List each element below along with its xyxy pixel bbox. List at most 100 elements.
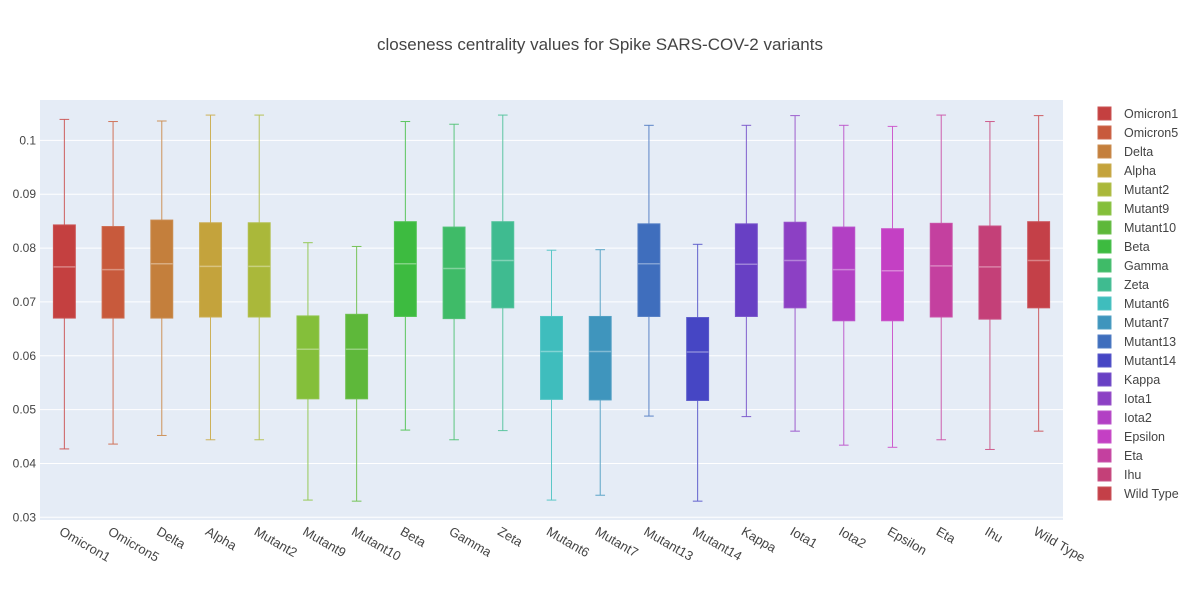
legend[interactable]: Omicron1 Omicron5 Delta Alpha Mutant2 Mutant9…	[1097, 106, 1179, 501]
x-tick-label: Mutant6	[544, 524, 592, 560]
legend-item-epsilon[interactable]: Epsilon	[1097, 429, 1165, 444]
x-tick-label: Delta	[154, 524, 188, 553]
box-mutant2[interactable]	[247, 114, 271, 441]
x-tick-label: Mutant14	[690, 524, 744, 564]
box-iqr	[101, 226, 125, 319]
legend-item-omicron5[interactable]: Omicron5	[1097, 125, 1178, 140]
legend-label: Delta	[1124, 145, 1153, 159]
legend-label: Mutant13	[1124, 335, 1176, 349]
legend-swatch	[1097, 220, 1112, 235]
box-alpha[interactable]	[199, 114, 222, 441]
box-eta[interactable]	[929, 114, 953, 441]
box-iqr	[247, 222, 271, 318]
x-tick-label: Epsilon	[885, 524, 929, 558]
legend-swatch	[1097, 486, 1112, 501]
box-gamma[interactable]	[442, 123, 466, 441]
y-tick-label: 0.03	[13, 510, 37, 524]
legend-swatch	[1097, 467, 1112, 482]
box-iota1[interactable]	[783, 115, 807, 432]
box-epsilon[interactable]	[881, 125, 904, 448]
legend-swatch	[1097, 201, 1112, 216]
y-tick-label: 0.06	[13, 349, 37, 363]
x-tick-label: Mutant7	[593, 524, 641, 560]
legend-item-mutant7[interactable]: Mutant7	[1097, 315, 1169, 330]
legend-swatch	[1097, 429, 1112, 444]
box-iqr	[637, 223, 661, 317]
legend-label: Beta	[1124, 240, 1150, 254]
box-mutant6[interactable]	[540, 249, 563, 501]
legend-item-iota2[interactable]: Iota2	[1097, 410, 1152, 425]
legend-swatch	[1097, 163, 1112, 178]
legend-item-mutant6[interactable]: Mutant6	[1097, 296, 1169, 311]
box-mutant9[interactable]	[296, 242, 320, 501]
legend-item-mutant9[interactable]: Mutant9	[1097, 201, 1169, 216]
box-ihu[interactable]	[978, 121, 1002, 450]
box-iqr	[345, 313, 369, 400]
legend-label: Epsilon	[1124, 430, 1165, 444]
box-iqr	[686, 317, 710, 401]
legend-item-mutant10[interactable]: Mutant10	[1097, 220, 1176, 235]
box-iqr	[832, 226, 856, 322]
box-iqr	[978, 225, 1002, 320]
x-tick-label: Mutant2	[252, 524, 300, 560]
y-tick-label: 0.04	[13, 456, 37, 470]
legend-label: Wild Type	[1124, 487, 1179, 501]
boxes[interactable]	[52, 114, 1051, 502]
x-tick-label: Omicron5	[106, 524, 162, 565]
legend-item-eta[interactable]: Eta	[1097, 448, 1143, 463]
box-wild-type[interactable]	[1027, 115, 1051, 432]
box-iqr	[783, 221, 807, 309]
legend-swatch	[1097, 334, 1112, 349]
legend-item-gamma[interactable]: Gamma	[1097, 258, 1169, 273]
box-iqr	[296, 315, 320, 400]
x-tick-label: Zeta	[495, 524, 526, 550]
x-tick-label: Iota2	[836, 524, 869, 551]
box-omicron1[interactable]	[52, 118, 76, 450]
box-beta[interactable]	[393, 121, 417, 431]
x-tick-label: Mutant13	[641, 524, 695, 564]
legend-item-alpha[interactable]: Alpha	[1097, 163, 1156, 178]
legend-item-wild-type[interactable]: Wild Type	[1097, 486, 1179, 501]
x-tick-label: Beta	[398, 524, 429, 551]
x-tick-label: Eta	[934, 524, 959, 547]
legend-label: Mutant14	[1124, 354, 1176, 368]
legend-label: Iota2	[1124, 411, 1152, 425]
box-mutant10[interactable]	[345, 245, 369, 502]
legend-swatch	[1097, 277, 1112, 292]
box-mutant7[interactable]	[588, 249, 612, 496]
x-tick-label: Ihu	[982, 524, 1005, 546]
legend-swatch	[1097, 372, 1112, 387]
chart-title: closeness centrality values for Spike SA…	[377, 35, 823, 54]
legend-item-ihu[interactable]: Ihu	[1097, 467, 1141, 482]
legend-item-delta[interactable]: Delta	[1097, 144, 1153, 159]
box-iqr	[52, 224, 76, 319]
box-delta[interactable]	[150, 120, 174, 436]
legend-item-beta[interactable]: Beta	[1097, 239, 1150, 254]
legend-swatch	[1097, 448, 1112, 463]
legend-item-mutant14[interactable]: Mutant14	[1097, 353, 1176, 368]
y-axis-ticks: 0.03 0.04 0.05 0.06 0.07 0.08 0.09 0.1	[13, 133, 37, 524]
legend-swatch	[1097, 239, 1112, 254]
legend-item-iota1[interactable]: Iota1	[1097, 391, 1152, 406]
box-mutant13[interactable]	[637, 124, 661, 417]
box-zeta[interactable]	[491, 114, 515, 432]
box-iota2[interactable]	[832, 124, 856, 446]
legend-label: Omicron5	[1124, 126, 1178, 140]
legend-label: Kappa	[1124, 373, 1160, 387]
legend-label: Mutant6	[1124, 297, 1169, 311]
legend-item-omicron1[interactable]: Omicron1	[1097, 106, 1178, 121]
box-omicron5[interactable]	[101, 121, 125, 445]
box-mutant14[interactable]	[686, 243, 710, 502]
legend-item-mutant2[interactable]: Mutant2	[1097, 182, 1169, 197]
x-tick-label: Iota1	[788, 524, 821, 551]
box-iqr	[1027, 221, 1051, 309]
legend-item-zeta[interactable]: Zeta	[1097, 277, 1149, 292]
legend-item-mutant13[interactable]: Mutant13	[1097, 334, 1176, 349]
box-iqr	[734, 223, 758, 317]
box-iqr	[929, 222, 953, 318]
box-iqr	[491, 221, 515, 309]
legend-label: Mutant9	[1124, 202, 1169, 216]
legend-item-kappa[interactable]: Kappa	[1097, 372, 1160, 387]
box-kappa[interactable]	[734, 124, 758, 418]
